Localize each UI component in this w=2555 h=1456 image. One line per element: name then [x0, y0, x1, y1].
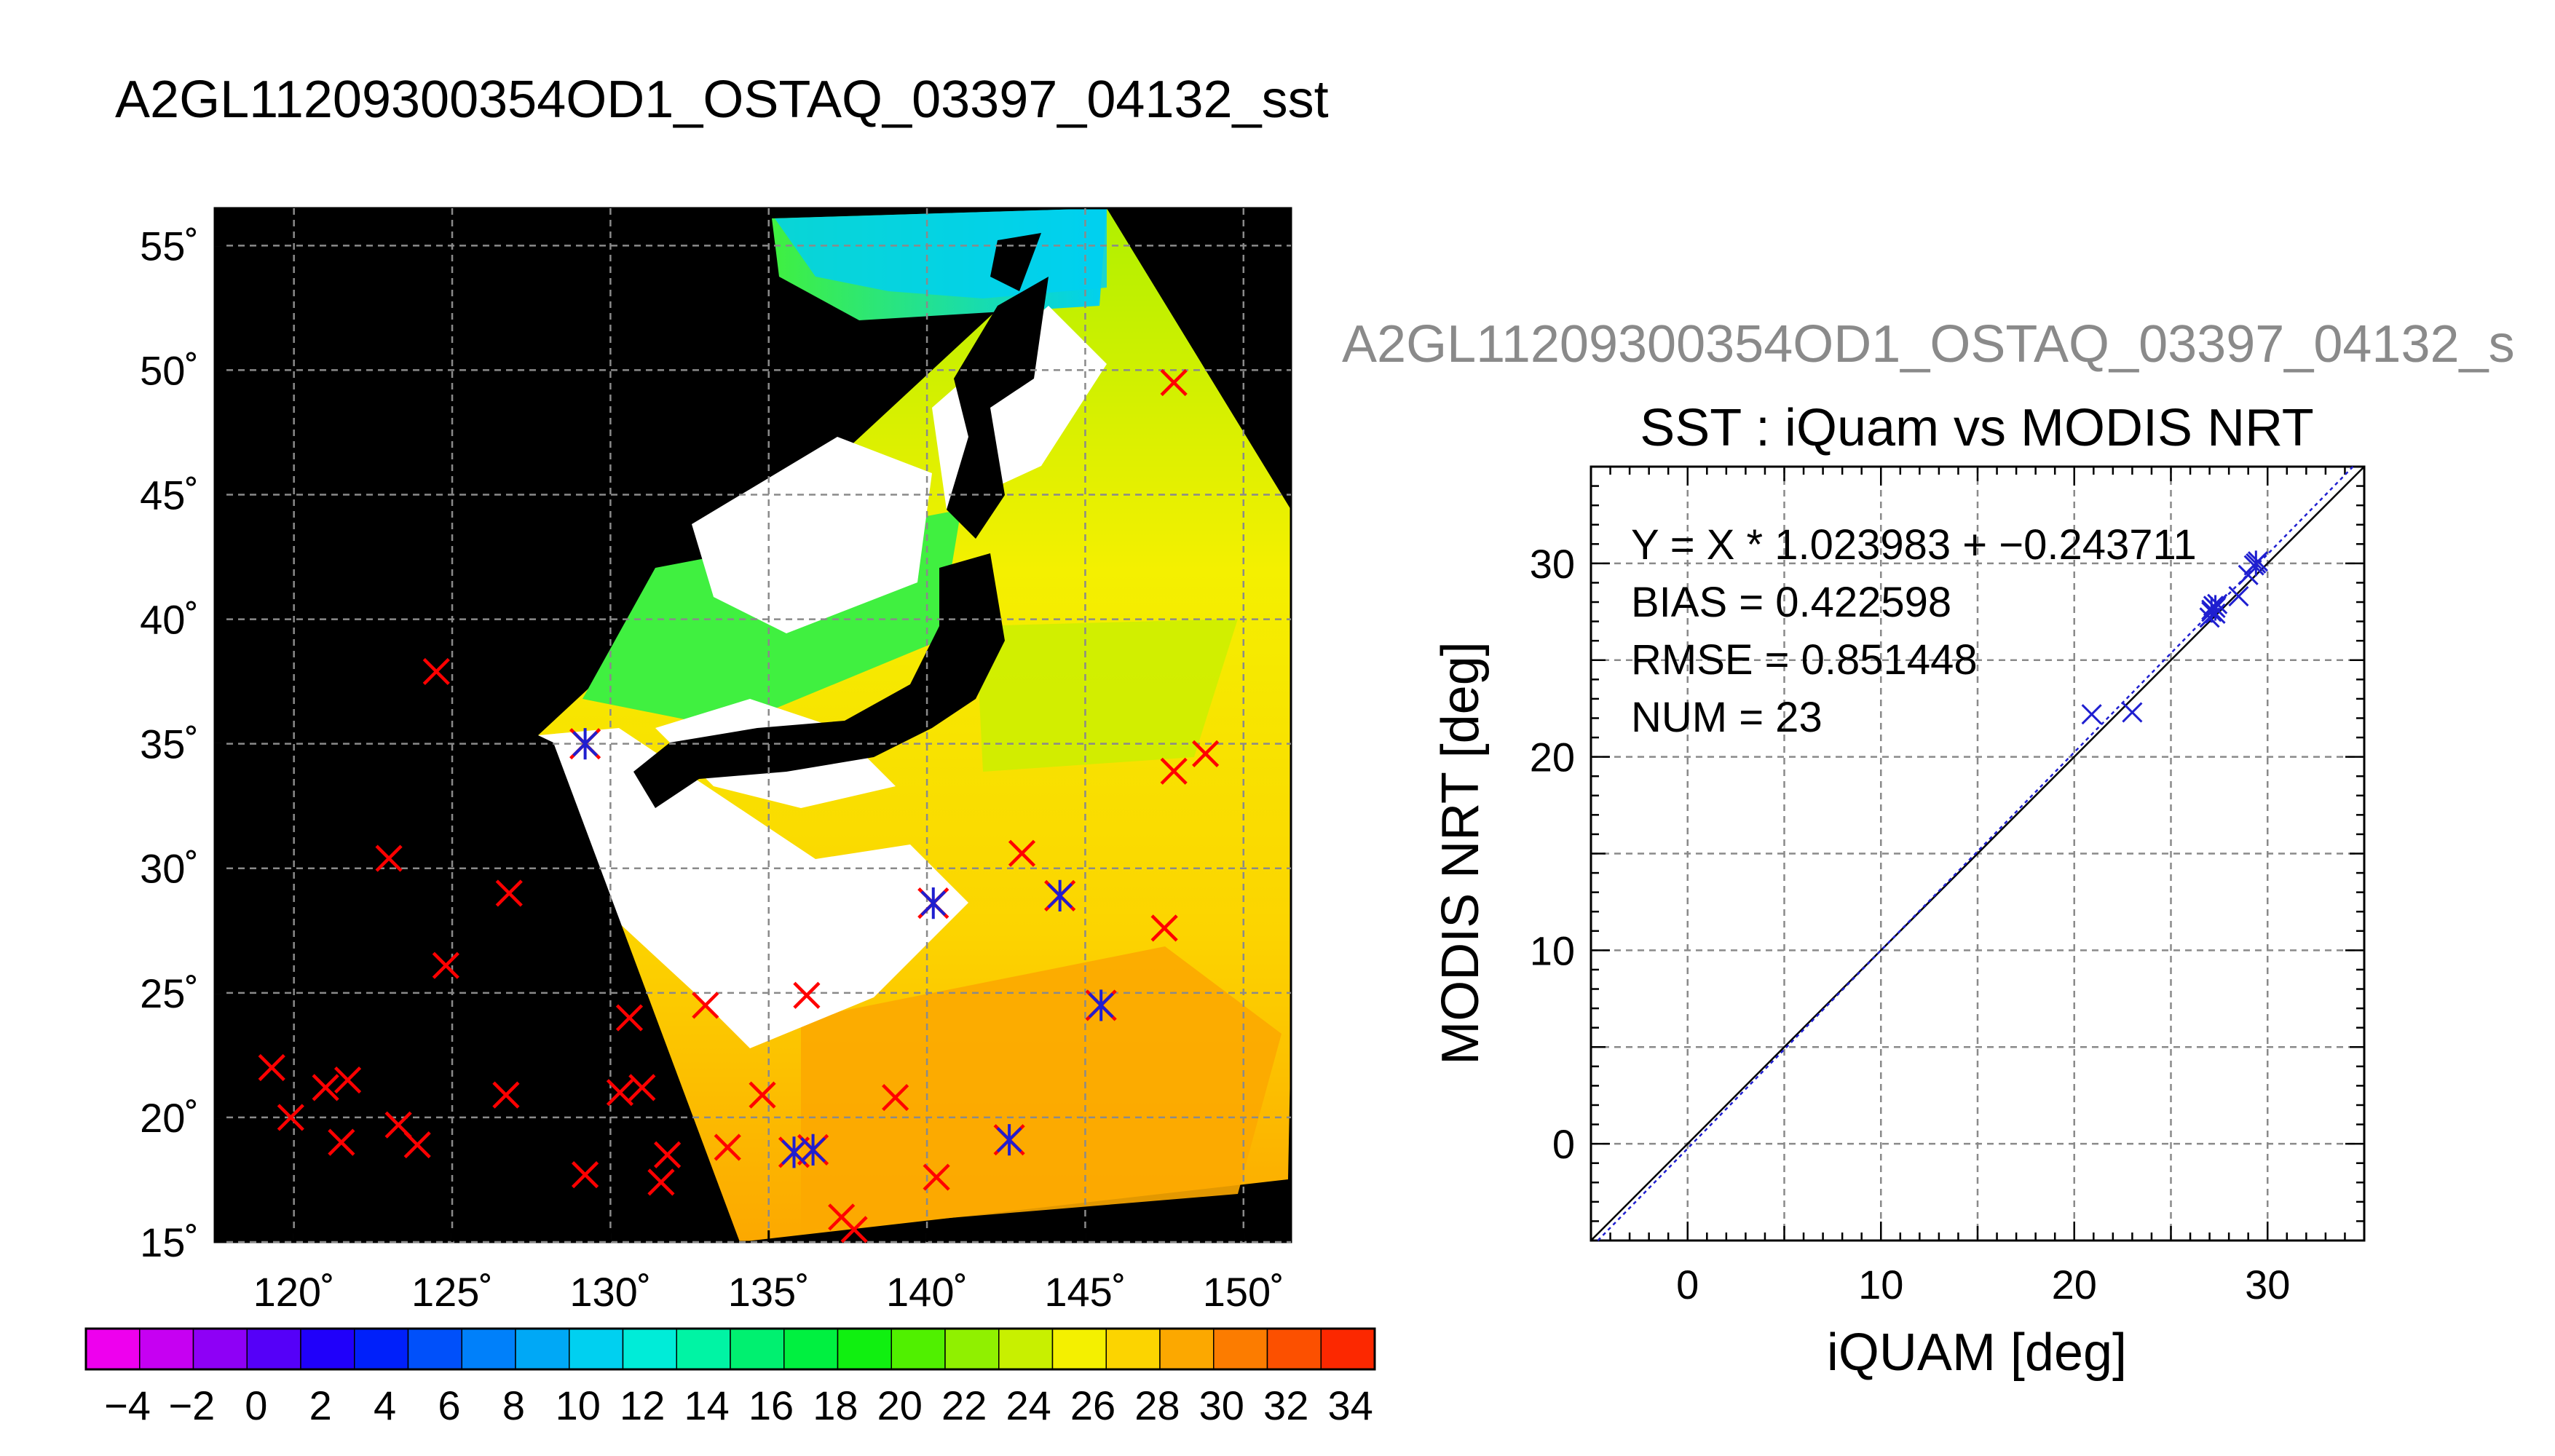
map-obs-marker	[403, 1131, 431, 1159]
map-y-tick-label: 20˚	[140, 1095, 199, 1141]
map-obs-marker	[492, 1081, 520, 1109]
map-y-tick-label: 50˚	[140, 347, 199, 393]
map-obs-marker	[882, 1083, 909, 1112]
map-obs-marker	[606, 1079, 634, 1107]
map-x-tick-label: 145˚	[1044, 1269, 1126, 1315]
map-grid	[215, 208, 1291, 1243]
map-obs-marker	[375, 844, 403, 872]
map-obs-marker	[312, 1074, 339, 1101]
map-obs-marker	[615, 1004, 644, 1032]
map-y-tick-label: 45˚	[140, 472, 199, 518]
map-matched-marker	[572, 728, 599, 760]
map-y-tick-label: 40˚	[140, 597, 199, 643]
map-obs-marker	[692, 992, 719, 1019]
map-obs-marker	[432, 951, 459, 979]
map-matched-marker	[996, 1124, 1022, 1156]
map-obs-marker	[277, 1104, 304, 1131]
map-obs-marker	[328, 1128, 355, 1156]
map-obs-marker	[333, 1066, 362, 1094]
scatter-header-title: A2GL11209300354OD1_OSTAQ_03397_04132_s	[1342, 315, 2515, 373]
map-obs-marker	[495, 879, 523, 907]
map-x-tick-label: 135˚	[728, 1269, 810, 1315]
map-matched-marker	[800, 1133, 826, 1166]
map-obs-marker	[1160, 368, 1188, 397]
map-x-tick-label: 120˚	[253, 1269, 335, 1315]
map-obs-marker	[840, 1216, 868, 1243]
map-x-tick-label: 140˚	[886, 1269, 968, 1315]
map-x-tick-label: 150˚	[1203, 1269, 1284, 1315]
map-obs-marker	[1160, 757, 1188, 785]
map-obs-marker	[572, 1161, 599, 1189]
map-obs-marker	[654, 1141, 682, 1168]
map-y-axis: 15˚ 20˚ 25˚ 30˚ 35˚ 40˚ 45˚ 50˚ 55˚	[140, 223, 226, 1265]
map-obs-marker	[1150, 914, 1178, 942]
map-obs-marker	[793, 981, 821, 1009]
map-matched-marker	[1047, 879, 1073, 911]
main-title: A2GL11209300354OD1_OSTAQ_03397_04132_sst	[115, 71, 1329, 129]
map-y-tick-label: 30˚	[140, 846, 199, 892]
map-markers	[258, 368, 1220, 1243]
map-obs-marker	[1008, 839, 1036, 867]
map-obs-marker	[422, 657, 450, 686]
map-y-tick-label: 25˚	[140, 970, 199, 1016]
map-obs-marker	[923, 1163, 950, 1191]
map-y-tick-label: 55˚	[140, 223, 199, 269]
map-obs-marker	[714, 1133, 741, 1161]
map-matched-marker	[1088, 989, 1114, 1021]
map-x-axis: 120˚ 125˚ 130˚ 135˚ 140˚ 145˚ 150˚	[253, 1230, 1284, 1315]
map-obs-marker	[647, 1168, 675, 1196]
map-matched-marker	[920, 887, 947, 919]
map-obs-marker	[749, 1081, 776, 1109]
map-y-tick-label: 35˚	[140, 721, 199, 767]
map-obs-marker	[258, 1053, 285, 1082]
sst-swath-image	[538, 208, 1291, 1242]
map-obs-marker	[628, 1074, 656, 1101]
map-x-tick-label: 125˚	[411, 1269, 493, 1315]
map-obs-marker	[1192, 740, 1220, 767]
map-y-tick-label: 15˚	[140, 1219, 199, 1265]
map-x-tick-label: 130˚	[569, 1269, 651, 1315]
